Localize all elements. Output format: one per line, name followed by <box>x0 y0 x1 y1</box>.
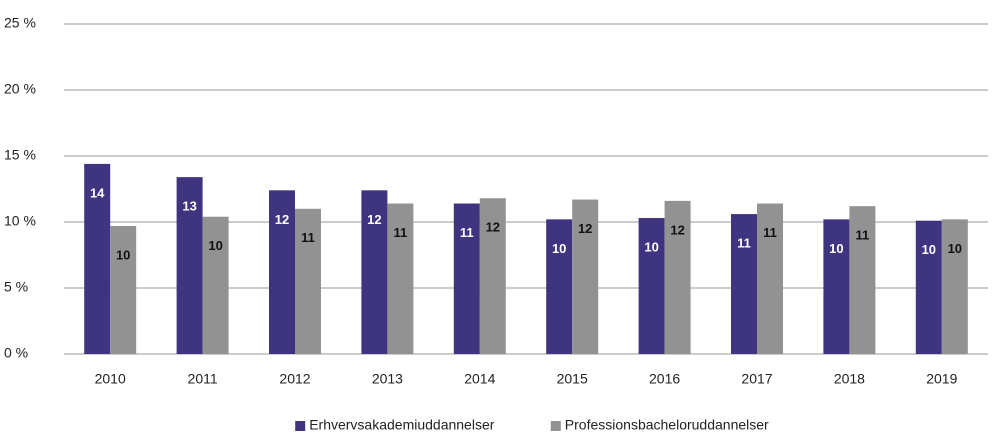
bar <box>941 219 968 354</box>
legend-swatch <box>550 421 561 431</box>
x-tick-label: 2019 <box>926 371 957 387</box>
y-tick-label: 20 % <box>4 81 36 97</box>
x-tick-label: 2018 <box>834 371 865 387</box>
bar <box>295 208 321 354</box>
data-label: 11 <box>394 225 408 240</box>
data-label: 10 <box>948 241 962 256</box>
y-tick-label: 10 % <box>4 213 36 229</box>
bar <box>638 218 665 354</box>
bar <box>453 203 480 354</box>
x-tick-label: 2017 <box>741 371 772 387</box>
bar <box>202 216 229 354</box>
bar <box>823 219 850 354</box>
data-label: 12 <box>578 221 592 236</box>
bar <box>849 206 876 354</box>
data-label: 11 <box>460 225 474 240</box>
x-tick-label: 2014 <box>464 371 495 387</box>
legend-label: Erhvervsakademiuddannelser <box>309 417 495 433</box>
bar <box>110 225 137 354</box>
x-tick-label: 2012 <box>279 371 310 387</box>
bar <box>269 190 295 354</box>
x-tick-label: 2010 <box>95 371 126 387</box>
data-label: 11 <box>737 236 751 251</box>
bar <box>84 163 111 354</box>
data-label: 13 <box>182 199 196 214</box>
bar <box>176 177 203 354</box>
data-label: 12 <box>486 220 500 235</box>
y-tick-label: 25 % <box>4 15 36 31</box>
bar <box>361 190 388 354</box>
data-label: 14 <box>90 185 105 200</box>
bar <box>757 203 783 354</box>
data-label: 12 <box>670 222 684 237</box>
bar <box>479 198 506 354</box>
data-label: 11 <box>856 228 870 243</box>
data-label: 10 <box>552 241 566 256</box>
data-label: 10 <box>208 238 222 253</box>
data-label: 10 <box>116 247 130 262</box>
bar <box>546 219 573 354</box>
data-label: 11 <box>763 225 777 240</box>
x-tick-label: 2013 <box>372 371 403 387</box>
x-tick-label: 2016 <box>649 371 680 387</box>
bar <box>664 200 691 354</box>
x-tick-label: 2011 <box>188 371 218 387</box>
data-label: 10 <box>644 239 658 254</box>
data-label: 10 <box>829 241 843 256</box>
data-label: 12 <box>275 212 289 227</box>
bar <box>915 220 942 354</box>
legend-label: Professionsbacheloruddannelser <box>565 417 769 433</box>
data-label: 11 <box>301 230 315 245</box>
bar <box>731 214 757 354</box>
y-tick-label: 5 % <box>4 279 28 295</box>
bar <box>572 199 599 354</box>
bar <box>387 203 414 354</box>
legend-swatch <box>295 421 306 431</box>
y-tick-label: 15 % <box>4 147 36 163</box>
data-label: 10 <box>922 242 936 257</box>
data-label: 12 <box>367 212 381 227</box>
x-tick-label: 2015 <box>557 371 588 387</box>
y-tick-label: 0 % <box>4 345 28 361</box>
